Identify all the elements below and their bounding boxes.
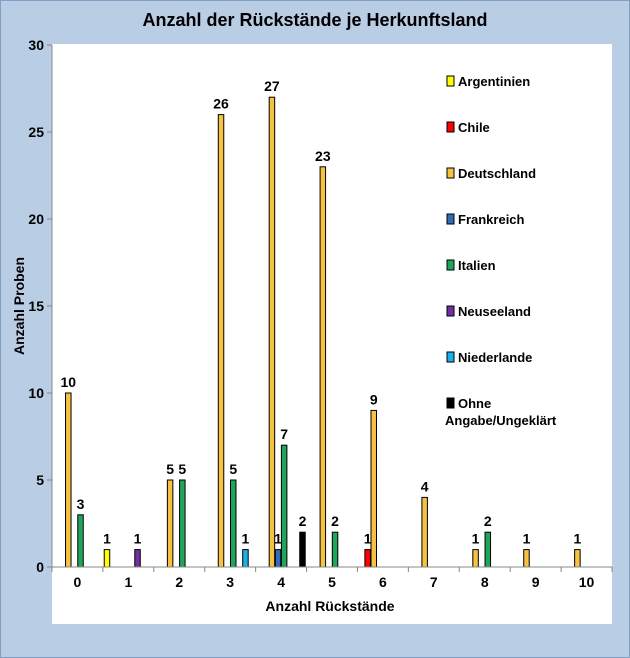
bar-chile-6 (364, 549, 371, 568)
bar-deutschland-10 (574, 549, 581, 568)
legend-entry: Deutschland (458, 166, 536, 181)
bar-italien-3 (229, 479, 237, 568)
chart-title: Anzahl der Rückstände je Herkunftsland (142, 10, 488, 30)
y-tick-label: 5 (36, 472, 44, 488)
legend: Argentinien Chile Deutschland Frankreich Ita… (445, 74, 557, 428)
legend-entry: Ohne Angabe/Ungeklärt (445, 396, 557, 428)
legend-entry: Niederlande (458, 350, 532, 365)
y-tick-label: 25 (28, 124, 44, 140)
y-tick-label: 15 (28, 298, 44, 314)
y-tick-label: 30 (28, 37, 44, 53)
plot-area (52, 44, 612, 624)
x-tick-label: 4 (277, 574, 285, 590)
x-axis-label: Anzahl Rückstände (265, 598, 394, 614)
bar-deutschland-8 (472, 549, 479, 568)
x-tick-label: 5 (328, 574, 336, 590)
data-label: 26 (213, 96, 229, 112)
data-label: 1 (103, 531, 111, 547)
bar-deutschland-9 (523, 549, 530, 568)
legend-swatch (446, 351, 455, 363)
x-tick-label: 3 (226, 574, 234, 590)
legend-swatch (446, 305, 455, 317)
bar-deutschland-4 (268, 96, 276, 568)
legend-entry: Argentinien (458, 74, 530, 89)
bar-deutschland-7 (421, 496, 428, 568)
bar-deutschland-0 (65, 392, 72, 568)
bar-italien-2 (179, 479, 186, 568)
y-tick-label: 0 (36, 559, 44, 575)
data-label: 1 (573, 531, 581, 547)
bar-deutschland-3 (217, 114, 225, 568)
data-label: 1 (242, 531, 250, 547)
data-label: 9 (370, 391, 378, 407)
bar-argentinien-1 (103, 549, 111, 568)
data-label: 3 (77, 496, 85, 512)
legend-entry: Italien (458, 258, 496, 273)
data-label: 1 (274, 531, 282, 547)
y-tick-label: 10 (28, 385, 44, 401)
data-label: 2 (331, 513, 339, 529)
data-label: 4 (421, 478, 429, 494)
x-tick-label: 7 (430, 574, 438, 590)
legend-swatch (446, 75, 455, 87)
bar-deutschland-5 (319, 166, 327, 568)
legend-swatch (446, 213, 455, 225)
x-tick-label: 8 (481, 574, 489, 590)
legend-entry: Chile (458, 120, 490, 135)
bar-italien-8 (484, 531, 492, 568)
x-tick-label: 10 (579, 574, 595, 590)
bar-niederlande-3 (242, 549, 249, 568)
x-tick-label: 2 (175, 574, 183, 590)
bar-italien-0 (77, 514, 84, 568)
legend-swatch (446, 397, 455, 409)
data-label: 5 (229, 461, 237, 477)
data-label: 10 (61, 374, 77, 390)
y-axis-label: Anzahl Proben (11, 257, 27, 355)
x-tick-label: 1 (124, 574, 132, 590)
data-label: 2 (299, 513, 307, 529)
legend-swatch (446, 259, 455, 271)
bar-italien-5 (331, 531, 339, 568)
bar-italien-4 (280, 444, 288, 568)
data-label: 1 (472, 531, 480, 547)
bar-ohne-angabe-ungekl-rt-4 (299, 531, 306, 568)
data-label: 7 (280, 426, 288, 442)
legend-entry: Frankreich (458, 212, 525, 227)
data-label: 5 (166, 461, 174, 477)
data-label: 27 (264, 78, 280, 94)
legend-swatch (446, 167, 455, 179)
bar-neuseeland-1 (134, 549, 141, 568)
data-label: 1 (523, 531, 531, 547)
x-tick-label: 0 (74, 574, 82, 590)
data-label: 23 (315, 148, 331, 164)
legend-swatch (446, 121, 455, 133)
data-label: 1 (134, 531, 142, 547)
data-label: 2 (484, 513, 492, 529)
bar-deutschland-2 (166, 479, 174, 568)
x-tick-label: 9 (532, 574, 540, 590)
data-label: 1 (364, 531, 372, 547)
bar-frankreich-4 (274, 549, 282, 568)
bar-deutschland-6 (370, 409, 377, 568)
data-label: 5 (178, 461, 186, 477)
x-tick-label: 6 (379, 574, 387, 590)
legend-entry: Neuseeland (458, 304, 531, 319)
y-tick-label: 20 (28, 211, 44, 227)
